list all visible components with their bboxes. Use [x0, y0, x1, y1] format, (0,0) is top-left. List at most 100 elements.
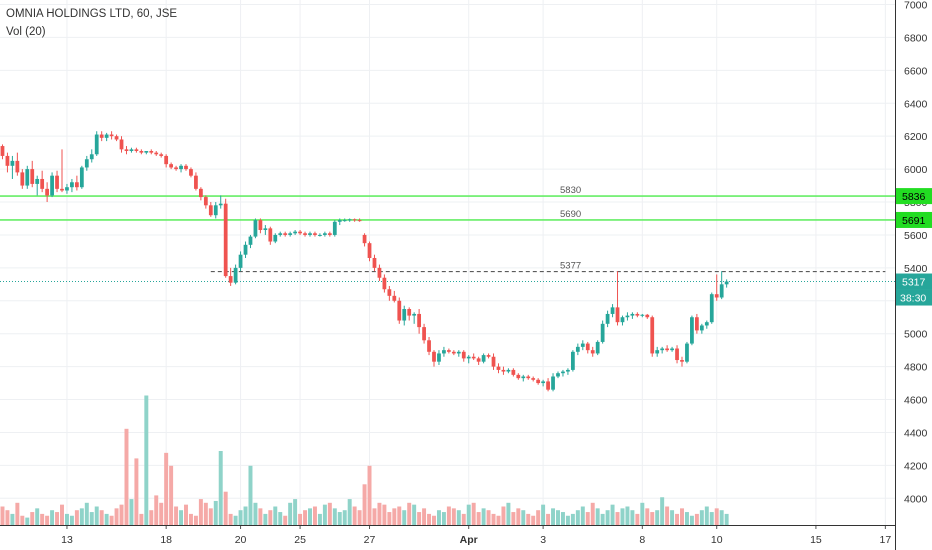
- candle-body: [471, 356, 476, 359]
- volume-bar: [188, 513, 193, 525]
- candle-body: [327, 233, 332, 235]
- volume-bars: [0, 395, 729, 525]
- candle-body: [238, 254, 243, 268]
- horizontal-levels[interactable]: 5830 5690 5377: [0, 185, 895, 283]
- volume-bar: [719, 510, 724, 525]
- candle-body: [521, 376, 526, 379]
- volume-bar: [605, 510, 610, 525]
- volume-bar: [417, 512, 422, 525]
- volume-bar: [322, 504, 327, 525]
- volume-bar: [144, 395, 149, 525]
- candle-body: [332, 221, 337, 235]
- volume-bar: [119, 504, 124, 525]
- volume-bar: [382, 504, 387, 525]
- volume-bar: [585, 512, 590, 525]
- candle-body: [154, 152, 159, 155]
- x-tick-label: 20: [235, 534, 247, 546]
- volume-bar: [377, 502, 382, 525]
- candle-body: [580, 343, 585, 347]
- volume-bar: [10, 513, 15, 525]
- volume-bar: [422, 508, 427, 525]
- candle-body: [685, 343, 689, 362]
- candle-body: [412, 313, 417, 316]
- volume-bar: [699, 510, 704, 525]
- candle-body: [546, 381, 550, 390]
- volume-bar: [526, 513, 531, 525]
- volume-bar: [496, 515, 501, 525]
- volume-bar: [40, 513, 45, 525]
- candle-body: [709, 294, 714, 323]
- candle-body: [605, 313, 610, 324]
- volume-bar: [238, 510, 243, 525]
- candle-body: [342, 220, 347, 222]
- candle-body: [55, 175, 59, 189]
- countdown-badge-bg: [896, 289, 932, 306]
- y-tick-label: 5400: [904, 263, 928, 275]
- y-tick-label: 4400: [904, 427, 928, 439]
- volume-bar: [248, 465, 253, 525]
- candle-body: [74, 182, 79, 188]
- candle-body: [511, 369, 516, 375]
- candle-body: [223, 203, 228, 277]
- volume-bar: [427, 513, 432, 525]
- volume-bar: [461, 513, 466, 525]
- x-tick-label: Apr: [460, 534, 478, 546]
- candle-body: [228, 276, 233, 283]
- volume-bar: [243, 506, 248, 525]
- volume-bar: [560, 512, 565, 525]
- y-tick-label: 7000: [904, 0, 928, 12]
- candle-body: [575, 346, 580, 352]
- level-label: 5830: [560, 185, 581, 196]
- volume-bar: [486, 510, 491, 525]
- volume-bar: [308, 508, 312, 525]
- candle-body: [352, 219, 357, 221]
- volume-bar: [501, 506, 506, 525]
- candle-body: [129, 149, 134, 151]
- candle-body: [536, 379, 541, 384]
- volume-bar: [620, 508, 625, 525]
- candle-body: [724, 281, 729, 285]
- volume-bar: [595, 508, 600, 525]
- candle-body: [25, 169, 30, 186]
- volume-bar: [536, 510, 541, 525]
- candle-body: [422, 327, 426, 341]
- volume-bar: [193, 515, 198, 525]
- volume-bar: [551, 508, 556, 525]
- candle-body: [660, 348, 665, 351]
- volume-bar: [635, 513, 640, 525]
- candle-body: [620, 317, 625, 323]
- volume-bar: [704, 506, 709, 525]
- candle-body: [680, 360, 684, 362]
- volume-bar: [610, 504, 615, 525]
- candle-body: [174, 167, 178, 170]
- x-tick-label: 10: [711, 534, 723, 546]
- candle-body: [253, 220, 258, 237]
- volume-indicator-label[interactable]: Vol (20): [6, 26, 46, 38]
- candle-body: [585, 343, 590, 351]
- candle-body: [298, 231, 302, 234]
- candle-body: [318, 234, 322, 236]
- volume-bar: [283, 515, 288, 525]
- candle-body: [218, 203, 223, 206]
- candle-body: [650, 317, 655, 354]
- volume-bar: [149, 510, 154, 525]
- volume-bar: [709, 512, 714, 525]
- volume-bar: [511, 512, 516, 525]
- candle-body: [40, 178, 45, 189]
- candle-body: [397, 300, 402, 321]
- y-tick-label: 6600: [904, 65, 928, 77]
- candle-body: [437, 353, 441, 362]
- volume-bar: [397, 506, 402, 525]
- volume-bar: [387, 512, 392, 525]
- candle-body: [159, 154, 164, 156]
- volume-bar: [476, 512, 481, 525]
- volume-bar: [650, 512, 655, 525]
- candle-body: [392, 295, 397, 301]
- volume-bar: [441, 512, 446, 525]
- volume-bar: [506, 502, 511, 525]
- volume-bar: [25, 517, 30, 525]
- candle-body: [109, 134, 114, 137]
- dashed-level-label: 5377: [560, 261, 581, 272]
- volume-bar: [293, 499, 298, 525]
